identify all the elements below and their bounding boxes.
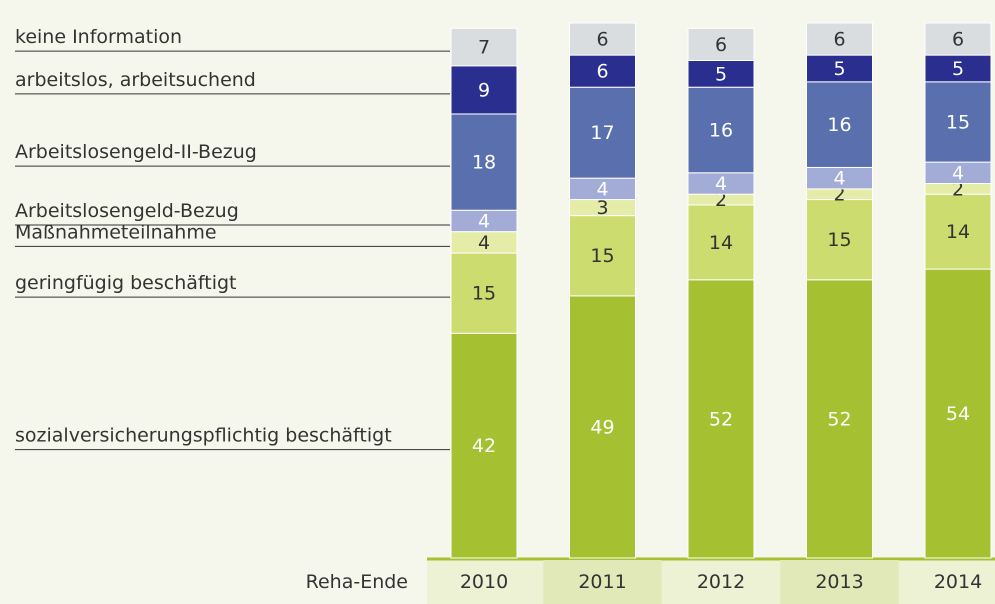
bar-segment xyxy=(450,113,518,211)
value-label: 14 xyxy=(946,221,970,243)
value-label: 6 xyxy=(596,29,608,51)
legend-label: Maßnahmeteilnahme xyxy=(15,221,217,243)
bar-segment xyxy=(806,54,873,83)
bar-segment xyxy=(924,193,992,270)
bar-segment xyxy=(806,81,873,168)
bar-segment xyxy=(687,279,755,559)
value-label: 15 xyxy=(590,245,614,267)
legend-label: keine Information xyxy=(15,26,182,48)
legend-label: Arbeitslosengeld-Bezug xyxy=(15,200,239,222)
value-label: 4 xyxy=(833,168,845,190)
x-axis-label: Reha-Ende xyxy=(306,571,408,593)
value-label: 5 xyxy=(952,58,964,80)
bar-segment xyxy=(687,27,755,61)
bar-segment xyxy=(687,86,755,174)
bar-segment xyxy=(687,59,755,88)
value-label: 9 xyxy=(478,79,490,101)
bar-segment xyxy=(450,332,518,559)
value-label: 52 xyxy=(709,408,733,430)
legend-label: arbeitslos, arbeitsuchend xyxy=(15,69,256,91)
value-label: 6 xyxy=(833,29,845,51)
legend-label: geringfügig beschäftigt xyxy=(15,272,237,294)
x-tick-label: 2010 xyxy=(460,571,508,593)
x-tick-label: 2011 xyxy=(578,571,626,593)
axis-band-alt xyxy=(780,560,899,604)
value-label: 5 xyxy=(715,63,727,85)
value-label: 42 xyxy=(472,435,496,457)
value-label: 16 xyxy=(827,114,851,136)
value-label: 17 xyxy=(590,122,614,144)
bar-segment xyxy=(687,204,755,281)
bar-segment xyxy=(569,86,636,179)
value-label: 49 xyxy=(590,416,614,438)
legend-label: sozialversicherungspflichtig beschäftigt xyxy=(15,425,392,447)
value-label: 4 xyxy=(952,162,964,184)
value-label: 15 xyxy=(827,229,851,251)
value-label: 7 xyxy=(478,37,490,59)
bar-segment xyxy=(806,199,873,281)
bar-segment xyxy=(924,81,992,163)
value-label: 6 xyxy=(596,61,608,83)
bar-segment xyxy=(569,54,636,88)
value-label: 5 xyxy=(833,58,845,80)
bar-segment xyxy=(924,22,992,56)
bar-segment xyxy=(806,22,873,56)
value-label: 52 xyxy=(827,408,851,430)
value-label: 6 xyxy=(952,29,964,51)
legend-label: Arbeitslosengeld-II-Bezug xyxy=(15,141,257,163)
value-label: 18 xyxy=(472,152,496,174)
value-label: 14 xyxy=(709,232,733,254)
bar-segment xyxy=(569,215,636,297)
value-label: 15 xyxy=(946,111,970,133)
x-tick-label: 2013 xyxy=(815,571,863,593)
value-label: 3 xyxy=(596,197,608,219)
x-tick-label: 2014 xyxy=(934,571,982,593)
bar-segment xyxy=(806,279,873,559)
value-label: 15 xyxy=(472,283,496,305)
value-label: 4 xyxy=(478,232,490,254)
bar-segment xyxy=(450,27,518,67)
value-label: 54 xyxy=(946,403,970,425)
bar-segment xyxy=(450,252,518,334)
value-label: 4 xyxy=(715,173,727,195)
value-label: 6 xyxy=(715,34,727,56)
value-label: 16 xyxy=(709,120,733,142)
axis-band-alt xyxy=(543,560,662,604)
value-label: 4 xyxy=(596,178,608,200)
x-tick-label: 2012 xyxy=(697,571,745,593)
axis-band xyxy=(427,558,995,604)
bar-segment xyxy=(569,295,636,559)
bar-segment xyxy=(569,22,636,56)
value-label: 4 xyxy=(478,210,490,232)
